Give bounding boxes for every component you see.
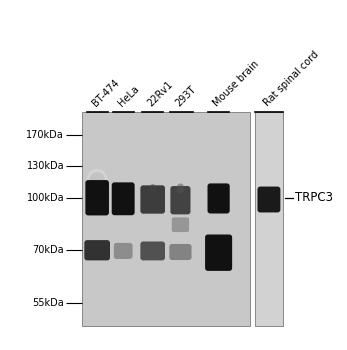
- FancyBboxPatch shape: [114, 243, 133, 259]
- Text: 70kDa: 70kDa: [33, 245, 64, 255]
- Text: 293T: 293T: [174, 84, 198, 108]
- FancyBboxPatch shape: [205, 234, 232, 271]
- FancyBboxPatch shape: [170, 186, 191, 214]
- Ellipse shape: [150, 184, 156, 192]
- FancyBboxPatch shape: [140, 241, 165, 260]
- FancyBboxPatch shape: [85, 180, 109, 215]
- FancyBboxPatch shape: [140, 186, 165, 214]
- FancyBboxPatch shape: [208, 183, 230, 214]
- FancyBboxPatch shape: [112, 182, 135, 215]
- Text: 130kDa: 130kDa: [27, 161, 64, 171]
- Ellipse shape: [90, 172, 105, 189]
- Text: 22Rv1: 22Rv1: [146, 79, 175, 108]
- Text: 100kDa: 100kDa: [27, 193, 64, 203]
- Ellipse shape: [177, 183, 184, 193]
- Ellipse shape: [115, 193, 132, 200]
- FancyBboxPatch shape: [82, 112, 250, 326]
- Text: 55kDa: 55kDa: [33, 298, 64, 308]
- FancyBboxPatch shape: [169, 244, 192, 260]
- FancyBboxPatch shape: [255, 112, 283, 326]
- Text: TRPC3: TRPC3: [295, 191, 333, 204]
- Ellipse shape: [87, 169, 108, 192]
- FancyBboxPatch shape: [172, 217, 189, 232]
- Text: BT-474: BT-474: [90, 78, 121, 108]
- Text: Mouse brain: Mouse brain: [212, 59, 261, 108]
- Text: HeLa: HeLa: [116, 84, 141, 108]
- FancyBboxPatch shape: [257, 187, 280, 212]
- Text: Rat spinal cord: Rat spinal cord: [262, 50, 321, 108]
- FancyBboxPatch shape: [84, 240, 110, 260]
- Text: 170kDa: 170kDa: [26, 130, 64, 140]
